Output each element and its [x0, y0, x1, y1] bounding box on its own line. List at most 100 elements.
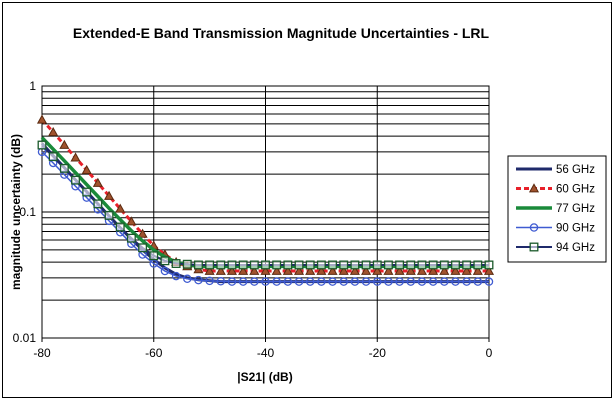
data-point: [115, 203, 126, 213]
data-point: [350, 260, 360, 270]
data-point: [383, 260, 393, 270]
data-point: [339, 260, 349, 270]
y-tick-label: 0.1: [19, 205, 36, 219]
legend: 56 GHz 60 GHz 77 GHz 90 GHz 94 GHz: [507, 155, 607, 263]
data-point: [451, 260, 460, 270]
data-point: [294, 277, 304, 286]
data-point: [250, 277, 259, 286]
data-point: [473, 277, 483, 286]
data-point: [428, 265, 439, 275]
legend-label: 56 GHz: [556, 164, 595, 176]
data-point: [484, 277, 494, 286]
data-point: [171, 271, 181, 281]
data-point: [238, 277, 248, 286]
data-point: [226, 265, 238, 275]
data-point: [440, 277, 449, 286]
data-point: [483, 265, 495, 275]
chart-title: Extended-E Band Transmission Magnitude U…: [73, 25, 490, 41]
data-point: [372, 277, 382, 286]
legend-label: 94 GHz: [556, 242, 595, 254]
data-point: [349, 265, 360, 275]
data-point: [451, 277, 460, 286]
data-point: [249, 265, 260, 275]
data-point: [417, 260, 427, 270]
data-point: [193, 260, 203, 270]
data-point: [115, 222, 125, 232]
data-point: [205, 276, 214, 286]
data-point: [282, 265, 293, 275]
data-point: [361, 277, 371, 286]
legend-label: 90 GHz: [556, 223, 595, 235]
legend-entry: 90 GHz: [516, 223, 595, 235]
series-layer: [36, 114, 495, 286]
data-point: [59, 163, 69, 173]
data-point: [305, 277, 315, 286]
data-point: [339, 277, 348, 286]
data-point: [328, 277, 337, 286]
data-point: [59, 139, 70, 149]
data-point: [317, 277, 326, 286]
x-tick-label: 0: [486, 346, 493, 360]
data-point: [149, 251, 159, 261]
data-point: [439, 260, 449, 270]
data-point: [261, 277, 270, 286]
data-point: [238, 265, 249, 275]
data-point: [283, 260, 293, 270]
data-point: [215, 265, 226, 275]
legend-marker: [529, 223, 539, 232]
legend-marker: [528, 183, 540, 193]
data-point: [93, 199, 103, 209]
data-point: [70, 152, 81, 162]
data-point: [484, 260, 494, 270]
series-line: [40, 118, 489, 273]
data-point: [48, 126, 59, 137]
data-point: [428, 260, 438, 270]
data-point: [216, 277, 226, 286]
series-4: [37, 140, 494, 270]
data-point: [384, 277, 393, 286]
data-point: [183, 274, 192, 284]
legend-entry: 94 GHz: [516, 242, 595, 254]
data-point: [81, 164, 92, 174]
data-point: [305, 260, 315, 270]
data-point: [350, 277, 360, 286]
data-point: [261, 260, 270, 270]
data-point: [182, 259, 192, 269]
data-point: [294, 260, 304, 270]
data-point: [328, 260, 337, 270]
data-point: [104, 190, 115, 200]
data-point: [439, 265, 450, 275]
x-tick-label: -40: [257, 346, 275, 360]
data-point: [238, 260, 248, 270]
x-tick-label: -80: [33, 346, 51, 360]
data-point: [227, 260, 237, 270]
data-point: [92, 177, 103, 187]
data-point: [428, 277, 438, 286]
data-point: [37, 140, 47, 150]
data-point: [160, 256, 170, 266]
data-point: [272, 277, 281, 286]
data-point: [416, 265, 427, 275]
data-point: [272, 260, 282, 270]
data-point: [450, 265, 461, 275]
data-point: [126, 233, 136, 243]
y-tick-label: 0.01: [13, 331, 37, 345]
data-point: [138, 243, 148, 253]
data-point: [462, 277, 471, 286]
data-point: [205, 260, 215, 270]
data-point: [372, 260, 382, 270]
data-point: [293, 265, 305, 275]
data-point: [305, 265, 316, 275]
legend-label: 77 GHz: [556, 203, 595, 215]
data-point: [462, 260, 472, 270]
data-point: [406, 277, 416, 286]
data-point: [383, 265, 394, 275]
data-point: [361, 260, 371, 270]
legend-label: 60 GHz: [556, 184, 595, 196]
x-tick-label: -20: [369, 346, 387, 360]
data-point: [472, 265, 483, 275]
data-point: [316, 265, 327, 275]
data-point: [338, 265, 349, 275]
data-point: [405, 265, 416, 275]
